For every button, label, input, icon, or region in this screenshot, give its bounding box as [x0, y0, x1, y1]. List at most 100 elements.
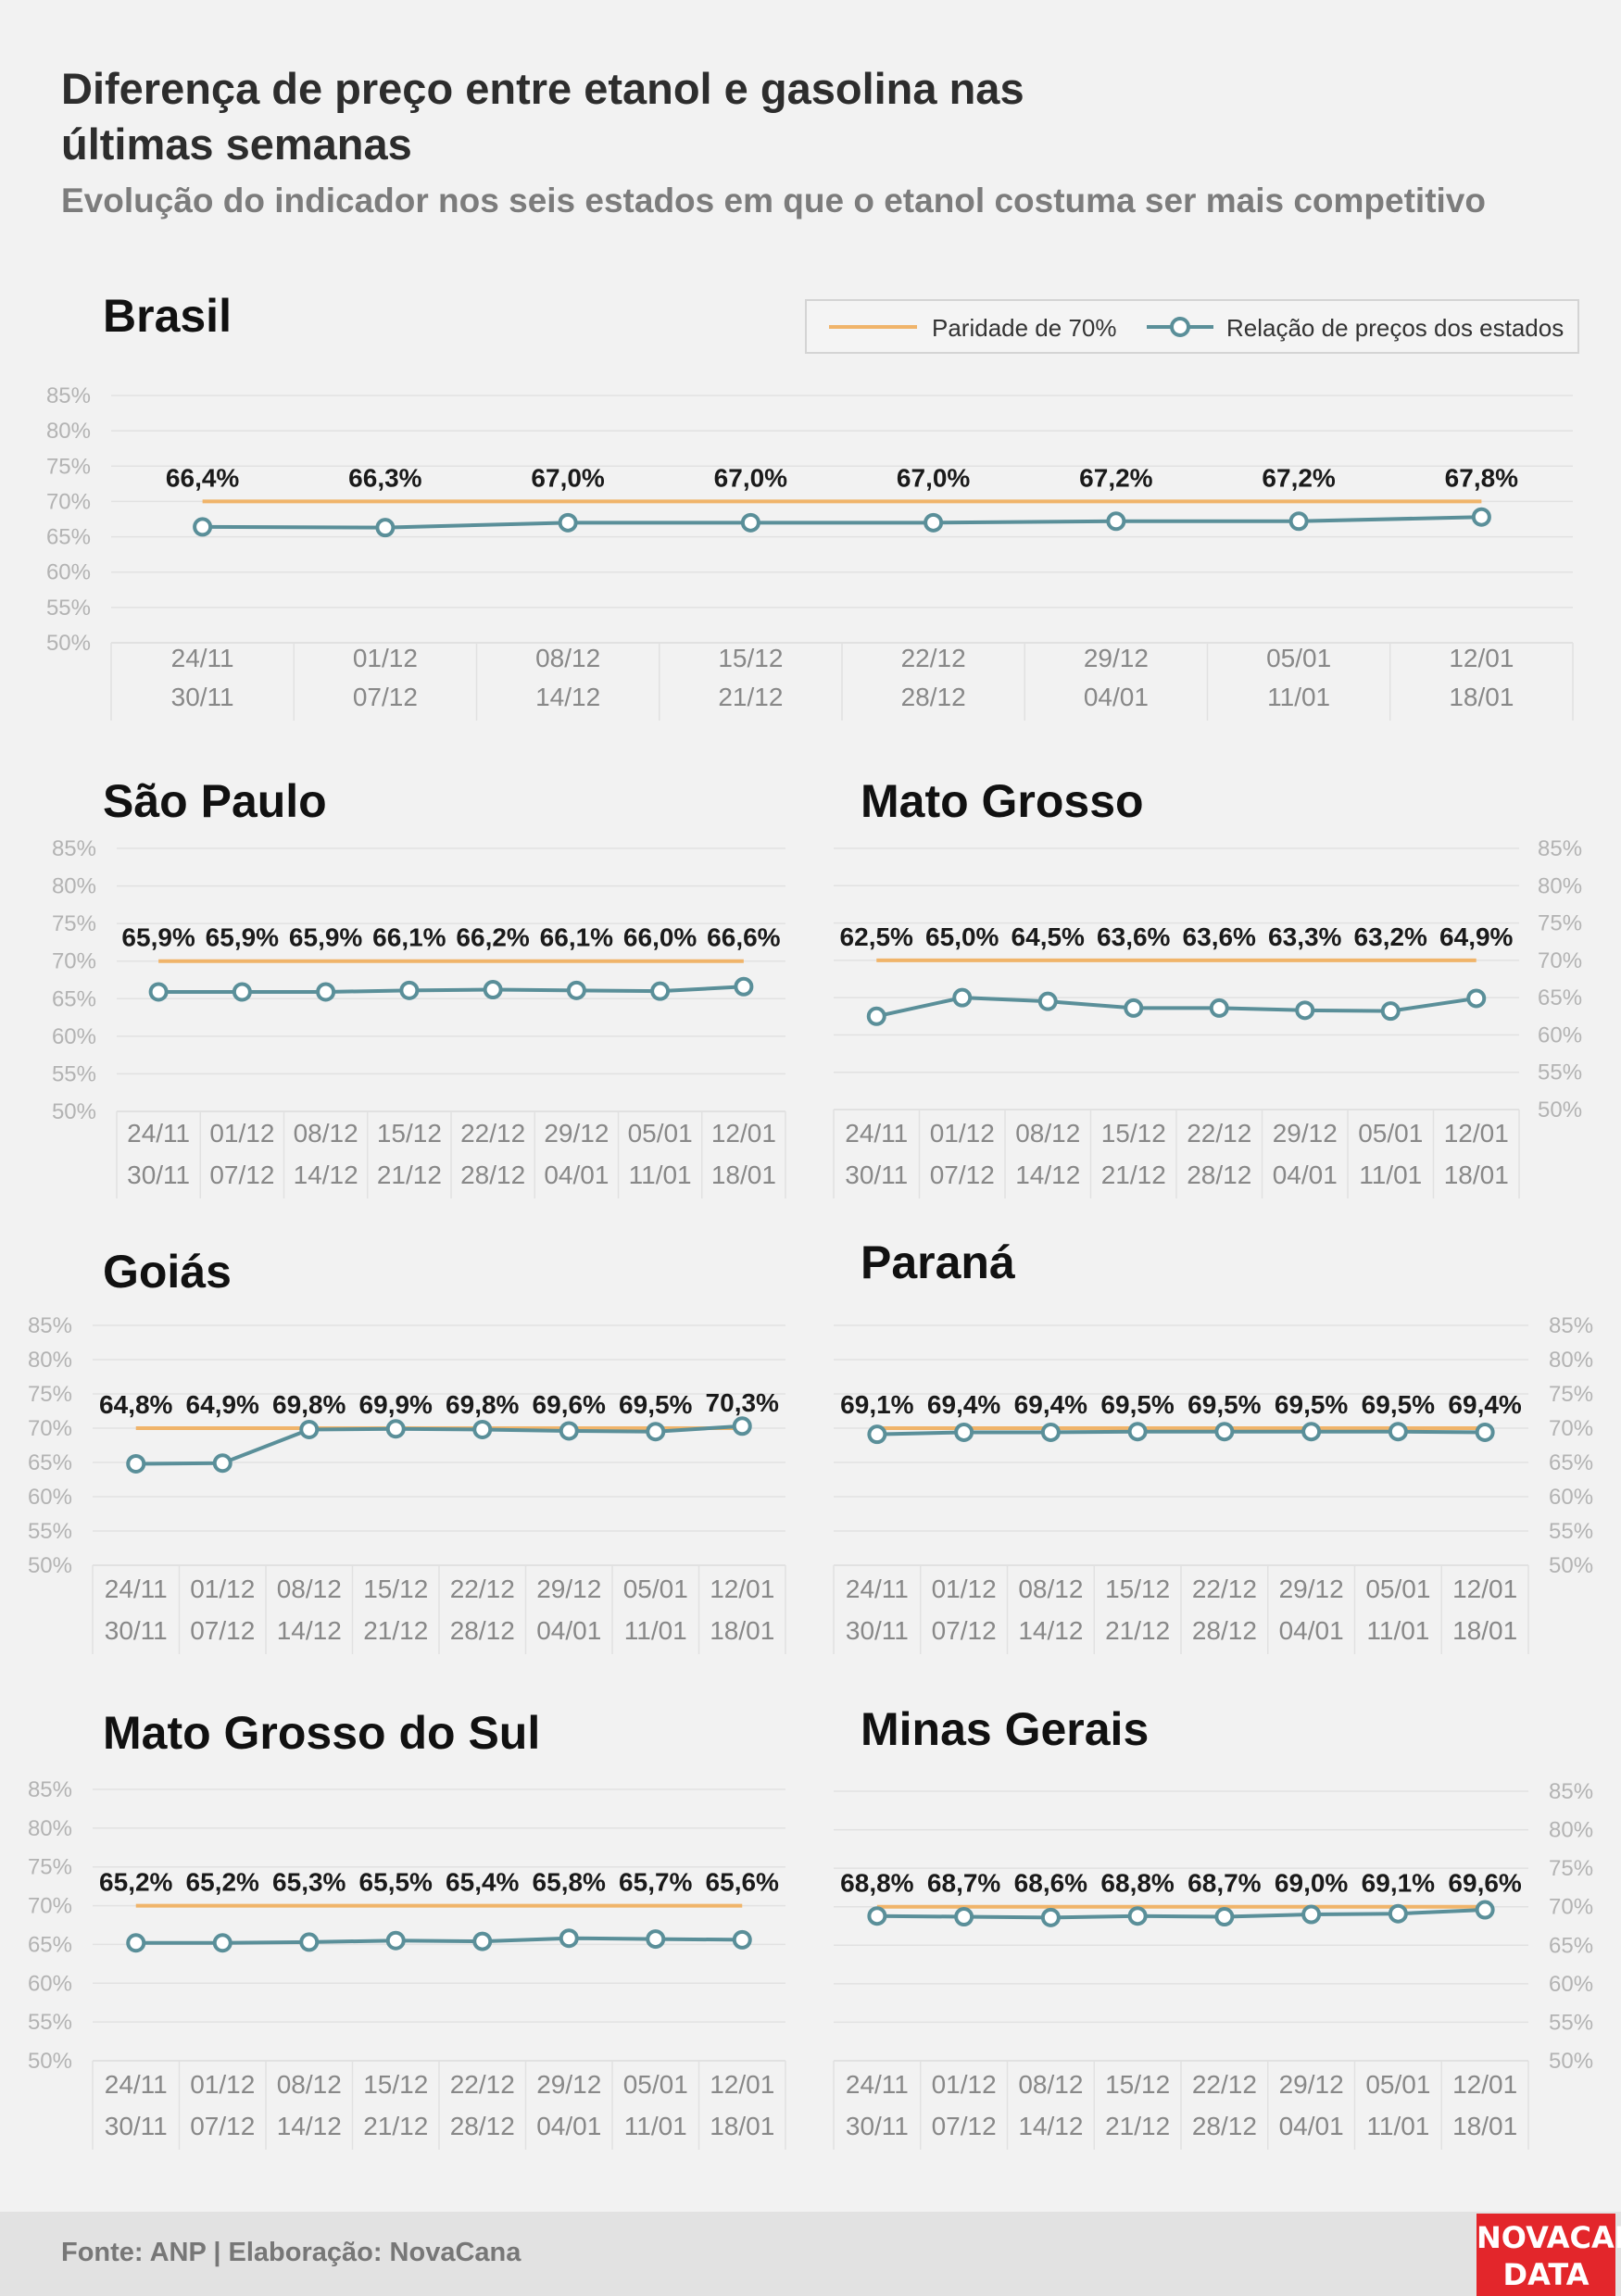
- data-label: 67,0%: [714, 463, 787, 492]
- y-tick-label: 55%: [1549, 1519, 1593, 1544]
- data-point: [1040, 1907, 1061, 1927]
- data-point: [1301, 1904, 1322, 1925]
- y-tick-label: 60%: [28, 1971, 72, 1996]
- x-tick-label: 01/12 07/12: [353, 644, 418, 711]
- data-point: [385, 1419, 406, 1439]
- x-tick-label-line-2: 11/01: [624, 1616, 687, 1645]
- y-tick-label: 75%: [28, 1855, 72, 1880]
- x-tick-label: 12/01 18/01: [710, 1575, 774, 1645]
- x-tick-label-line-1: 12/01: [1452, 2070, 1517, 2099]
- y-tick-label: 85%: [28, 1313, 72, 1338]
- y-tick-label: 65%: [46, 525, 91, 550]
- x-tick-label: 24/11 30/11: [127, 1119, 190, 1189]
- data-point: [232, 982, 252, 1002]
- data-label: 64,9%: [1439, 922, 1513, 951]
- x-tick-label-line-1: 08/12: [1018, 1575, 1083, 1603]
- data-point: [1214, 1422, 1235, 1442]
- x-tick-label-line-2: 04/01: [536, 2112, 601, 2140]
- x-tick-label-line-1: 24/11: [846, 2070, 909, 2099]
- novacana-logo: NOVACANA DATA: [1476, 2214, 1621, 2296]
- x-tick-label-line-2: 11/01: [1366, 1616, 1429, 1645]
- data-point: [1466, 988, 1487, 1009]
- x-tick-label-line-1: 15/12: [377, 1119, 442, 1148]
- x-tick-label: 05/01 11/01: [623, 1575, 688, 1645]
- y-tick-label: 85%: [28, 1777, 72, 1802]
- x-tick-label: 08/12 14/12: [1018, 1575, 1083, 1645]
- data-point: [867, 1906, 887, 1926]
- y-tick-label: 80%: [1549, 1818, 1593, 1843]
- x-tick-label-line-1: 24/11: [127, 1119, 190, 1148]
- x-tick-label: 01/12 07/12: [190, 1575, 255, 1645]
- x-tick-label-line-1: 08/12: [294, 1119, 358, 1148]
- x-tick-label: 15/12 21/12: [377, 1119, 442, 1189]
- data-label: 62,5%: [840, 922, 913, 951]
- x-tick-label-line-2: 28/12: [901, 683, 966, 711]
- data-label: 68,6%: [1014, 1869, 1087, 1898]
- x-tick-label-line-2: 21/12: [718, 683, 783, 711]
- x-tick-label-line-1: 15/12: [1105, 2070, 1170, 2099]
- data-point: [1037, 991, 1058, 1011]
- y-tick-label: 80%: [28, 1348, 72, 1373]
- data-point: [1288, 511, 1309, 532]
- x-tick-label-line-1: 08/12: [277, 1575, 342, 1603]
- x-tick-label-line-1: 05/01: [623, 1575, 688, 1603]
- data-point: [1106, 511, 1126, 532]
- ratio-line: [158, 985, 744, 994]
- x-tick-label-line-2: 07/12: [930, 1161, 995, 1189]
- data-label: 63,6%: [1183, 922, 1256, 951]
- data-label: 65,9%: [121, 923, 195, 952]
- chart-minas-gerais: Minas Gerais 85% 80% 75% 70% 65% 60% 55% 50% 24/1…: [833, 1703, 1593, 2150]
- ratio-line: [876, 1429, 1486, 1437]
- x-tick-label-line-2: 28/12: [1192, 1616, 1257, 1645]
- data-point: [472, 1931, 493, 1951]
- chart-title: Paraná: [861, 1236, 1015, 1288]
- data-label: 64,5%: [1012, 922, 1085, 951]
- x-tick-label-line-1: 24/11: [845, 1119, 908, 1148]
- data-label: 67,8%: [1445, 463, 1518, 492]
- x-tick-label-line-2: 21/12: [363, 2112, 428, 2140]
- data-point: [866, 1006, 886, 1026]
- y-tick-label: 65%: [52, 986, 96, 1011]
- data-point: [399, 980, 420, 1000]
- data-point: [299, 1419, 320, 1439]
- data-label: 66,0%: [623, 923, 697, 952]
- x-tick-label-line-1: 15/12: [1105, 1575, 1170, 1603]
- legend-parity-label: Paridade de 70%: [932, 314, 1116, 342]
- data-point: [1124, 997, 1144, 1018]
- x-tick-label-line-2: 30/11: [105, 2112, 168, 2140]
- data-label: 68,7%: [1187, 1869, 1261, 1898]
- x-tick-label-line-1: 24/11: [171, 644, 234, 672]
- data-point: [924, 512, 944, 533]
- data-point: [375, 518, 396, 538]
- x-tick-label-line-2: 07/12: [190, 2112, 255, 2140]
- data-label: 63,6%: [1097, 922, 1170, 951]
- data-label: 65,3%: [272, 1868, 346, 1897]
- x-tick-label-line-2: 14/12: [294, 1161, 358, 1189]
- x-tick-label-line-2: 18/01: [710, 1616, 774, 1645]
- y-tick-label: 55%: [46, 596, 91, 621]
- data-point: [1475, 1900, 1495, 1920]
- x-tick-label: 05/01 11/01: [628, 1119, 693, 1189]
- x-tick-label-line-2: 14/12: [1015, 1161, 1080, 1189]
- data-point: [483, 980, 503, 1000]
- x-tick-label-line-2: 14/12: [1018, 2112, 1083, 2140]
- data-label: 69,1%: [840, 1390, 913, 1419]
- x-tick-label-line-1: 01/12: [932, 2070, 997, 2099]
- data-label: 69,4%: [927, 1390, 1000, 1419]
- data-point: [952, 987, 973, 1008]
- y-tick-label: 70%: [28, 1894, 72, 1919]
- x-tick-label-line-2: 07/12: [932, 1616, 997, 1645]
- x-tick-label-line-2: 28/12: [1192, 2112, 1257, 2140]
- data-point: [954, 1907, 974, 1927]
- x-tick-label: 08/12 14/12: [1018, 2070, 1083, 2140]
- data-label: 66,4%: [166, 463, 239, 492]
- y-tick-label: 80%: [46, 419, 91, 444]
- x-tick-label-line-1: 12/01: [710, 1575, 774, 1603]
- data-label: 65,2%: [99, 1868, 172, 1897]
- chart-brasil: Brasil 85% 80% 75% 70% 65% 60% 55% 50% 24/11 30/11…: [46, 290, 1574, 721]
- data-label: 67,0%: [897, 463, 970, 492]
- data-point: [732, 1929, 752, 1950]
- x-tick-label: 01/12 07/12: [209, 1119, 274, 1189]
- y-tick-label: 80%: [28, 1816, 72, 1841]
- data-point: [559, 1421, 579, 1441]
